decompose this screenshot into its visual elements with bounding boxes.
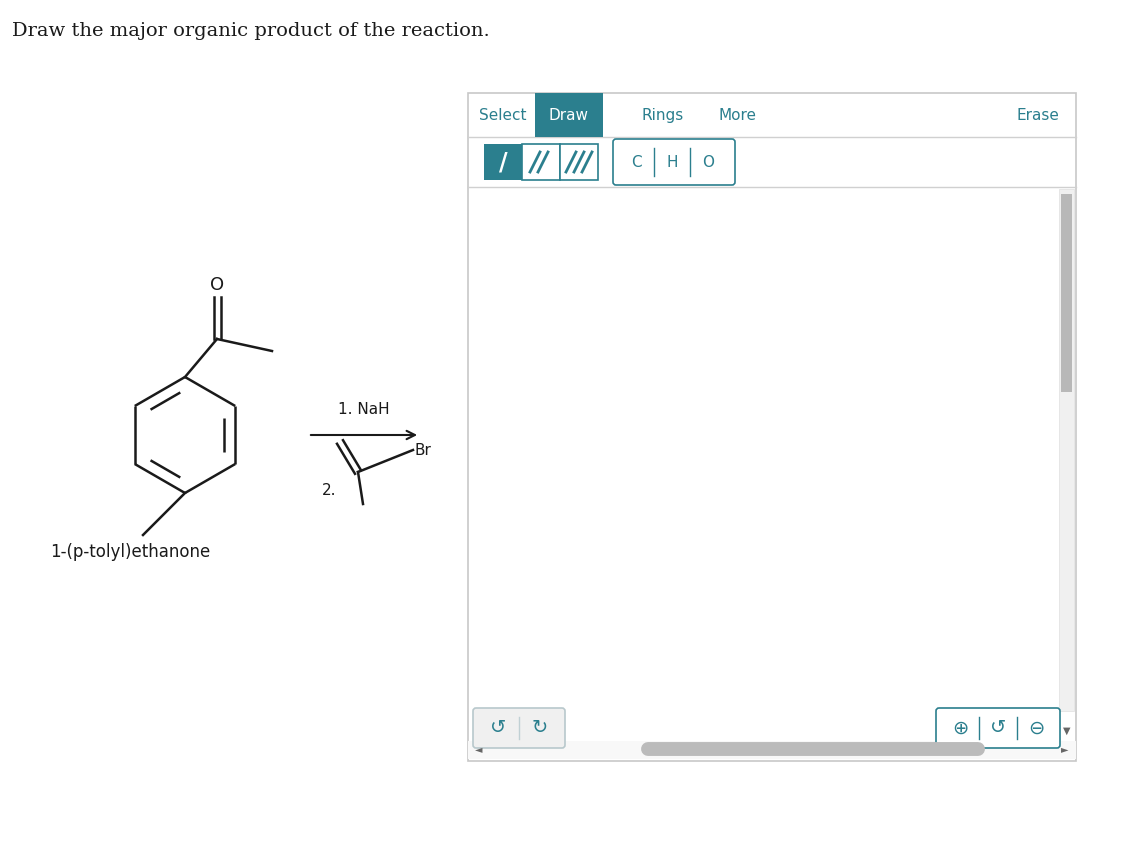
Bar bbox=[468, 93, 1076, 761]
Text: ◄: ◄ bbox=[475, 744, 482, 754]
Text: Erase: Erase bbox=[1017, 108, 1060, 122]
Text: ⊖: ⊖ bbox=[1027, 718, 1045, 738]
Text: ↺: ↺ bbox=[990, 718, 1006, 738]
Text: C: C bbox=[630, 154, 642, 169]
Text: Rings: Rings bbox=[642, 108, 684, 122]
Text: More: More bbox=[719, 108, 757, 122]
Text: 2.: 2. bbox=[321, 483, 336, 498]
Text: ↻: ↻ bbox=[532, 718, 549, 738]
Text: 1. NaH: 1. NaH bbox=[339, 402, 390, 417]
FancyBboxPatch shape bbox=[613, 139, 735, 185]
Bar bbox=[535, 93, 603, 137]
Text: Br: Br bbox=[414, 443, 432, 457]
Text: /: / bbox=[498, 150, 507, 174]
Bar bbox=[484, 144, 522, 180]
Text: H: H bbox=[666, 154, 677, 169]
Text: Draw: Draw bbox=[549, 108, 589, 122]
Bar bbox=[1058, 189, 1075, 711]
FancyBboxPatch shape bbox=[936, 708, 1060, 748]
Text: O: O bbox=[701, 154, 714, 169]
Text: ►: ► bbox=[1061, 744, 1068, 754]
Text: ⊕: ⊕ bbox=[952, 718, 968, 738]
Text: 1-(p-tolyl)ethanone: 1-(p-tolyl)ethanone bbox=[49, 543, 210, 561]
Bar bbox=[468, 741, 1076, 759]
Bar bbox=[522, 144, 560, 180]
Text: Draw the major organic product of the reaction.: Draw the major organic product of the re… bbox=[11, 22, 490, 40]
FancyBboxPatch shape bbox=[473, 708, 565, 748]
Text: ▼: ▼ bbox=[1063, 726, 1071, 736]
Bar bbox=[560, 144, 598, 180]
Bar bbox=[1061, 194, 1072, 392]
Text: ↺: ↺ bbox=[490, 718, 506, 738]
Text: O: O bbox=[210, 276, 224, 294]
Text: Select: Select bbox=[479, 108, 527, 122]
